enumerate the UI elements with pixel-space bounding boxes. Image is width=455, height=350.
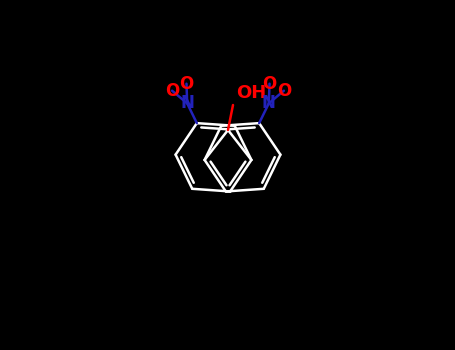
Text: N: N <box>180 94 194 112</box>
Text: O: O <box>165 82 179 100</box>
Text: N: N <box>262 94 276 112</box>
Text: O: O <box>263 75 277 93</box>
Text: O: O <box>277 82 291 100</box>
Text: O: O <box>179 75 194 93</box>
Text: OH: OH <box>236 84 266 102</box>
